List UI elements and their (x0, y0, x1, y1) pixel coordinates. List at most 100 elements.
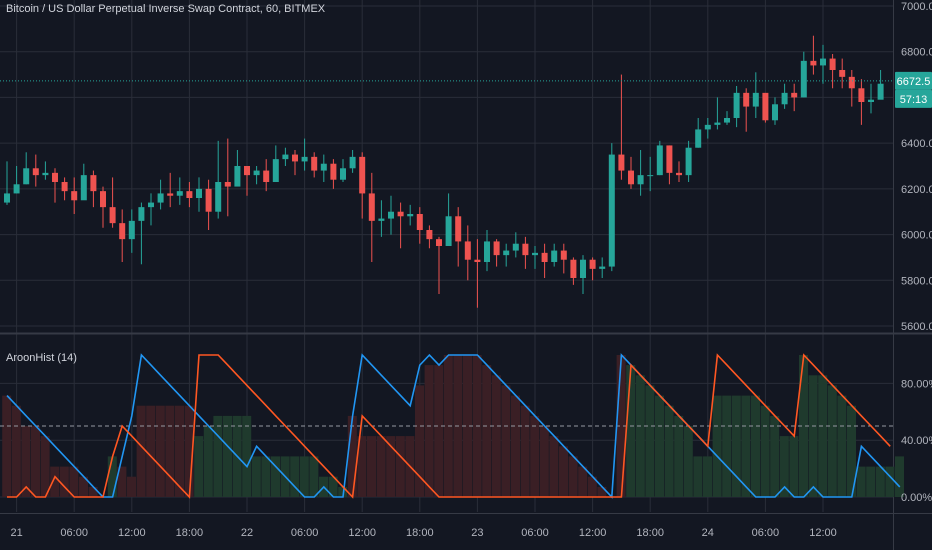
candle-body[interactable] (580, 259, 586, 278)
candle-body[interactable] (148, 202, 154, 208)
candle-body[interactable] (378, 218, 385, 221)
candle-body[interactable] (205, 188, 212, 212)
candle-body[interactable] (100, 191, 106, 208)
histogram-bar (69, 466, 79, 497)
candle-body[interactable] (848, 76, 855, 89)
candle-body[interactable] (292, 154, 298, 162)
candle-body[interactable] (445, 216, 452, 246)
candle-body[interactable] (628, 170, 634, 185)
candle-body[interactable] (263, 170, 270, 182)
candle-body[interactable] (52, 172, 58, 182)
candle-body[interactable] (13, 184, 20, 194)
candle-body[interactable] (752, 92, 759, 107)
candle-body[interactable] (388, 211, 394, 219)
candle-body[interactable] (253, 170, 260, 176)
candle-body[interactable] (512, 243, 519, 251)
candle-body[interactable] (685, 147, 692, 176)
candle-body[interactable] (484, 241, 490, 262)
candle-body[interactable] (80, 175, 87, 201)
candle-body[interactable] (733, 92, 740, 118)
candle-body[interactable] (522, 243, 529, 256)
histogram-bar (875, 466, 885, 497)
candle-body[interactable] (176, 191, 183, 196)
candle-body[interactable] (282, 154, 289, 160)
candle-body[interactable] (714, 122, 721, 125)
candle-body[interactable] (340, 168, 346, 180)
candle-body[interactable] (810, 60, 817, 66)
candle-body[interactable] (839, 70, 846, 77)
candle-body[interactable] (407, 214, 414, 217)
candle-body[interactable] (359, 156, 366, 194)
candle-body[interactable] (724, 118, 730, 123)
candle-body[interactable] (157, 193, 164, 203)
aroon-up-line[interactable] (6, 353, 901, 499)
candle-body[interactable] (781, 92, 788, 105)
candle-body[interactable] (820, 58, 826, 66)
candle-body[interactable] (474, 259, 481, 262)
candle-body[interactable] (196, 188, 202, 198)
candle-body[interactable] (119, 223, 126, 240)
candle-body[interactable] (234, 166, 241, 187)
candle-body[interactable] (215, 182, 222, 212)
candle-body[interactable] (791, 92, 798, 98)
candle-body[interactable] (503, 250, 510, 256)
candle-body[interactable] (32, 168, 39, 176)
candle-body[interactable] (560, 250, 567, 260)
price-tick-label: 5800.0 (901, 275, 932, 287)
candle-body[interactable] (464, 241, 471, 260)
candle-body[interactable] (397, 211, 404, 217)
candle-body[interactable] (320, 163, 327, 171)
candle-body[interactable] (301, 156, 308, 162)
candle-body[interactable] (90, 175, 97, 192)
candle-body[interactable] (272, 159, 279, 182)
candle-body[interactable] (330, 163, 337, 180)
candle-body[interactable] (416, 214, 423, 230)
candle-body[interactable] (704, 124, 711, 130)
candle-body[interactable] (368, 193, 375, 221)
candle-body[interactable] (109, 207, 116, 224)
candle-body[interactable] (743, 92, 750, 107)
candle-body[interactable] (23, 168, 30, 185)
candle-body[interactable] (656, 145, 663, 176)
symbol-title[interactable]: Bitcoin / US Dollar Perpetual Inverse Sw… (6, 3, 326, 15)
candle-body[interactable] (541, 252, 548, 262)
candle-body[interactable] (608, 154, 615, 267)
candle-body[interactable] (599, 266, 606, 269)
aroon-down-line[interactable] (7, 353, 891, 499)
candle-body[interactable] (800, 60, 807, 98)
candle-body[interactable] (676, 172, 682, 176)
candle-body[interactable] (532, 252, 538, 256)
candle-body[interactable] (426, 230, 433, 240)
candle-body[interactable] (570, 259, 577, 278)
candle-body[interactable] (647, 175, 654, 177)
candle-body[interactable] (436, 239, 442, 246)
candle-body[interactable] (349, 156, 356, 169)
candle-body[interactable] (167, 193, 174, 196)
candle-body[interactable] (695, 129, 702, 148)
candle-body[interactable] (138, 207, 145, 221)
candle-body[interactable] (666, 145, 673, 173)
candle-body[interactable] (877, 83, 884, 100)
candle-body[interactable] (42, 172, 49, 176)
candle-body[interactable] (589, 259, 596, 269)
candle-body[interactable] (61, 182, 68, 192)
candle-body[interactable] (311, 156, 318, 171)
candle-body[interactable] (186, 191, 193, 198)
candle-body[interactable] (618, 154, 625, 171)
candle-body[interactable] (762, 92, 769, 121)
candle-body[interactable] (455, 216, 462, 242)
candle-body[interactable] (868, 99, 874, 102)
candle-body[interactable] (128, 220, 135, 240)
candle-body[interactable] (224, 182, 231, 187)
candle-body[interactable] (637, 175, 644, 185)
candle-body[interactable] (4, 193, 10, 203)
indicator-title[interactable]: AroonHist (14) (6, 352, 77, 364)
candle-body[interactable] (244, 166, 250, 176)
candle-body[interactable] (772, 104, 778, 121)
candle-body[interactable] (551, 250, 558, 262)
candle-body[interactable] (493, 241, 500, 256)
candle-body[interactable] (858, 88, 865, 102)
candle-body[interactable] (71, 191, 78, 201)
candle-body[interactable] (829, 58, 836, 70)
